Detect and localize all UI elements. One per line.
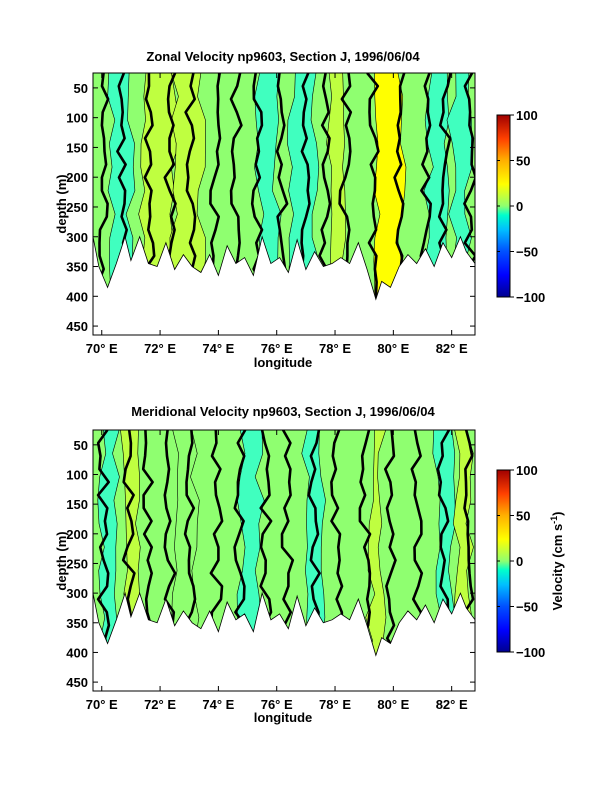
x-tick-label: 74° E — [202, 341, 234, 356]
x-tick-label: 74° E — [202, 697, 234, 712]
colorbar-tick-label: 100 — [516, 463, 538, 478]
colorbar-tick-label: 50 — [516, 509, 530, 524]
zero-contour-line — [366, 73, 380, 300]
x-tick-label: 80° E — [377, 697, 409, 712]
colorbar-bottom: 100 50 0 −50 −100 Velocity (cm s-1) — [496, 463, 565, 660]
y-axis: 50 100 150 200 250 300 350 400 450 — [66, 438, 475, 690]
velocity-band — [364, 430, 387, 656]
y-axis-label: depth (m) — [54, 531, 69, 590]
y-tick-label: 200 — [66, 170, 88, 185]
colorbar-tick-label: −50 — [516, 245, 538, 260]
colorbar-tick-label: 100 — [516, 108, 538, 123]
colorbar-top: 100 50 0 −50 −100 — [496, 108, 545, 305]
colorbar-label-close: ) — [550, 511, 565, 515]
y-tick-label: 150 — [66, 140, 88, 155]
x-axis-label: longitude — [254, 710, 313, 725]
colorbar-tick-label: −50 — [516, 600, 538, 615]
x-tick-label: 76° E — [261, 341, 293, 356]
x-tick-label: 80° E — [377, 341, 409, 356]
x-tick-label: 70° E — [86, 341, 118, 356]
y-tick-label: 50 — [74, 81, 88, 96]
x-tick-label: 76° E — [261, 697, 293, 712]
x-tick-label: 72° E — [144, 341, 176, 356]
zonal-velocity-chart: Zonal Velocity np9603, Section J, 1996/0… — [54, 49, 476, 370]
zero-contour-line — [384, 430, 397, 656]
bottom-outline — [92, 235, 476, 301]
colorbar-tick-label: −100 — [516, 645, 545, 660]
colorbar-tick-label: 50 — [516, 154, 530, 169]
colorbar-tick-label: −100 — [516, 290, 545, 305]
colorbar-ticks: 100 50 0 −50 −100 — [497, 108, 545, 305]
velocity-field — [93, 430, 475, 656]
x-tick-label: 72° E — [144, 697, 176, 712]
x-axis: 70° E 72° E 74° E 76° E 78° E 80° E 82° E — [86, 430, 468, 712]
x-tick-label: 82° E — [436, 341, 468, 356]
y-tick-label: 250 — [66, 556, 88, 571]
x-axis-label: longitude — [254, 355, 313, 370]
x-tick-label: 78° E — [319, 697, 351, 712]
colorbar-label-superscript: -1 — [549, 516, 559, 524]
chart-title: Meridional Velocity np9603, Section J, 1… — [131, 404, 435, 419]
zero-contour-line — [250, 73, 264, 300]
zero-contour-line — [96, 73, 110, 300]
colorbar-label: Velocity (cm s-1) — [549, 511, 565, 610]
y-tick-label: 350 — [66, 616, 88, 631]
y-tick-label: 50 — [74, 438, 88, 453]
plot-frame — [92, 72, 476, 336]
colorbar-tick-label: 0 — [516, 554, 523, 569]
y-tick-label: 450 — [66, 319, 88, 334]
colorbar-tick-label: 0 — [516, 199, 523, 214]
y-tick-label: 100 — [66, 111, 88, 126]
y-tick-label: 400 — [66, 645, 88, 660]
colorbar-label-text: Velocity (cm s — [550, 524, 565, 611]
y-tick-label: 350 — [66, 260, 88, 275]
bottom-outline — [92, 591, 476, 657]
y-tick-label: 450 — [66, 675, 88, 690]
y-axis: 50 100 150 200 250 300 350 400 450 — [66, 81, 475, 334]
y-tick-label: 200 — [66, 527, 88, 542]
zero-contour-line — [358, 430, 372, 656]
velocity-band — [326, 73, 352, 300]
y-tick-label: 400 — [66, 289, 88, 304]
meridional-velocity-chart: Meridional Velocity np9603, Section J, 1… — [54, 404, 476, 725]
x-tick-label: 82° E — [436, 697, 468, 712]
y-tick-label: 250 — [66, 200, 88, 215]
y-axis-label: depth (m) — [54, 174, 69, 233]
plot-frame — [92, 429, 476, 692]
chart-title: Zonal Velocity np9603, Section J, 1996/0… — [146, 49, 420, 64]
x-axis: 70° E 72° E 74° E 76° E 78° E 80° E 82° E — [86, 73, 468, 356]
y-tick-label: 300 — [66, 230, 88, 245]
colorbar-ticks: 100 50 0 −50 −100 — [497, 463, 545, 660]
x-tick-label: 70° E — [86, 697, 118, 712]
x-tick-label: 78° E — [319, 341, 351, 356]
y-tick-label: 300 — [66, 586, 88, 601]
zero-contour-line — [96, 430, 111, 656]
y-tick-label: 100 — [66, 467, 88, 482]
velocity-band — [432, 430, 456, 656]
y-tick-label: 150 — [66, 497, 88, 512]
